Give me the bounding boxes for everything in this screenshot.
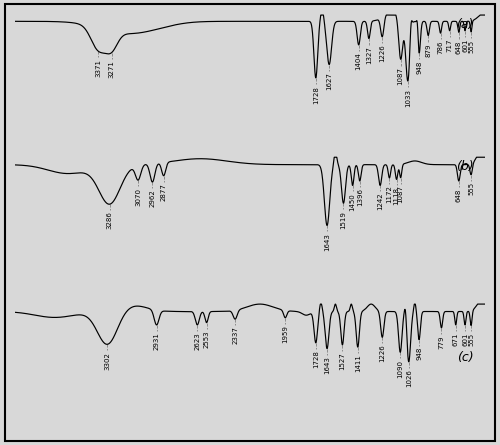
- Text: 3286: 3286: [106, 212, 112, 230]
- Text: 717: 717: [446, 39, 452, 52]
- Text: 555: 555: [468, 333, 474, 346]
- Text: 1090: 1090: [398, 360, 404, 378]
- Text: 879: 879: [425, 43, 431, 57]
- Text: 1643: 1643: [324, 233, 330, 251]
- Text: 1226: 1226: [380, 44, 386, 62]
- Text: 1172: 1172: [386, 186, 392, 203]
- Text: 1728: 1728: [313, 86, 319, 104]
- Text: 1643: 1643: [324, 356, 330, 374]
- Text: 2962: 2962: [150, 190, 156, 207]
- Text: 1450: 1450: [350, 193, 356, 210]
- Text: 779: 779: [438, 335, 444, 349]
- Text: 948: 948: [416, 347, 422, 360]
- Text: 1118: 1118: [394, 187, 400, 205]
- Text: 1026: 1026: [406, 369, 411, 387]
- Text: 3371: 3371: [96, 59, 102, 77]
- Text: 555: 555: [468, 182, 474, 195]
- Text: 2623: 2623: [194, 332, 200, 350]
- Text: 2877: 2877: [160, 183, 166, 201]
- Text: 1728: 1728: [313, 350, 319, 368]
- Text: (a): (a): [456, 18, 473, 31]
- Text: 601: 601: [462, 39, 468, 52]
- Text: 948: 948: [416, 61, 422, 74]
- Text: 1242: 1242: [377, 193, 383, 210]
- Text: 3070: 3070: [135, 187, 141, 206]
- Text: (c): (c): [456, 351, 473, 364]
- Text: 786: 786: [438, 41, 444, 54]
- Text: 1033: 1033: [405, 89, 411, 107]
- Text: 1519: 1519: [340, 210, 346, 228]
- Text: 1226: 1226: [380, 345, 386, 363]
- Text: 648: 648: [456, 188, 462, 202]
- Text: 2337: 2337: [232, 327, 238, 344]
- Text: 1396: 1396: [357, 188, 363, 206]
- Text: 1087: 1087: [398, 67, 404, 85]
- Text: 2553: 2553: [204, 330, 210, 348]
- Text: 1627: 1627: [326, 73, 332, 90]
- Text: 1404: 1404: [356, 53, 362, 70]
- Text: 1327: 1327: [366, 46, 372, 64]
- Text: 671: 671: [452, 332, 458, 346]
- Text: 1087: 1087: [398, 185, 404, 203]
- Text: 1527: 1527: [340, 352, 345, 370]
- Text: 1959: 1959: [282, 325, 288, 343]
- Text: 648: 648: [456, 40, 462, 53]
- Text: 1411: 1411: [355, 355, 361, 372]
- Text: 3302: 3302: [104, 352, 110, 369]
- Text: 2931: 2931: [154, 332, 160, 350]
- Text: 601: 601: [462, 332, 468, 346]
- Text: 555: 555: [468, 40, 474, 53]
- Text: 3271: 3271: [108, 61, 114, 78]
- Text: (b): (b): [456, 160, 473, 173]
